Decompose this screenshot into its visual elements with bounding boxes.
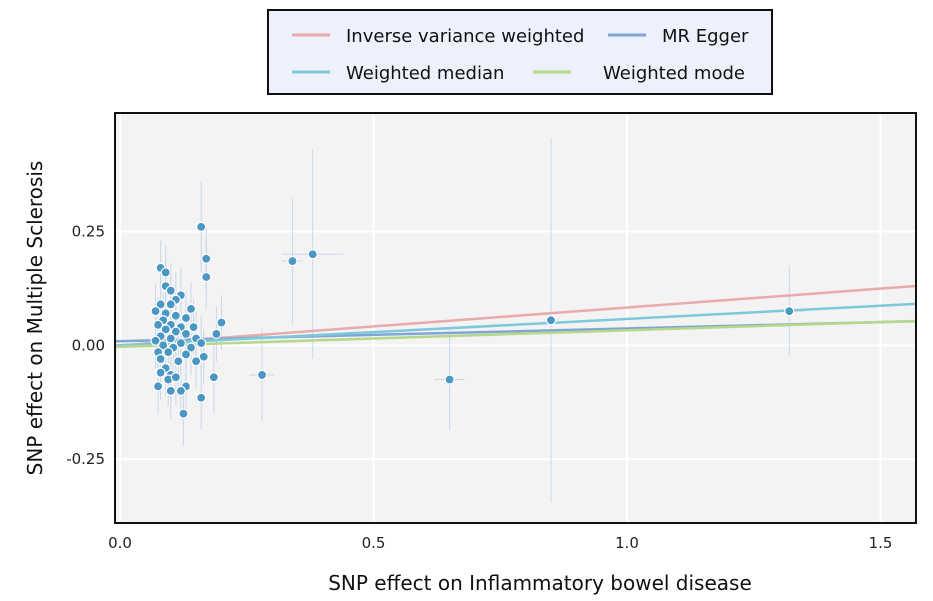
plot-frame	[114, 112, 917, 524]
legend-label-mode: Weighted mode	[603, 63, 745, 84]
data-point	[155, 353, 166, 365]
legend-label-median: Weighted median	[346, 63, 504, 84]
data-point	[155, 367, 166, 378]
data-point	[175, 385, 187, 396]
line-weighted-median	[115, 302, 916, 347]
legend-frame	[267, 9, 773, 95]
plot-area	[115, 113, 916, 523]
data-point	[170, 310, 181, 321]
data-point	[160, 267, 171, 278]
data-point	[201, 253, 212, 264]
data-point	[158, 340, 169, 351]
data-point	[173, 356, 184, 367]
data-point	[211, 328, 222, 340]
data-points	[150, 221, 795, 419]
data-point	[185, 342, 197, 353]
data-point	[165, 299, 176, 310]
data-point	[175, 337, 187, 349]
data-point	[165, 385, 176, 396]
data-point	[160, 324, 171, 335]
data-point	[201, 271, 212, 283]
data-point	[170, 372, 181, 383]
data-point	[165, 285, 176, 296]
y-tick-label: -0.25	[66, 450, 105, 468]
data-point	[152, 381, 164, 392]
legend: Inverse variance weighted MR Egger Weigh…	[267, 9, 773, 95]
y-axis-ticks: 0.25 0.00 -0.25	[66, 222, 105, 468]
data-point	[307, 249, 318, 260]
data-point	[185, 303, 197, 314]
legend-label-egger: MR Egger	[662, 26, 749, 47]
x-tick-label: 1.5	[869, 534, 893, 552]
y-axis-title: SNP effect on Multiple Sclerosis	[23, 161, 47, 476]
data-point	[180, 312, 192, 324]
line-weighted-mode	[115, 319, 916, 349]
data-point	[163, 347, 174, 358]
data-point	[150, 335, 161, 346]
x-axis-ticks: 0.0 0.5 1.0 1.5	[108, 534, 892, 552]
data-point	[180, 349, 192, 360]
x-tick-label: 0.5	[362, 534, 386, 552]
data-point	[165, 333, 176, 344]
data-point	[188, 322, 199, 333]
data-point	[150, 306, 161, 317]
data-point	[155, 299, 166, 310]
data-point	[196, 337, 207, 349]
x-tick-label: 1.0	[615, 534, 639, 552]
data-point	[152, 319, 164, 330]
data-point	[178, 408, 189, 419]
data-point	[170, 326, 181, 337]
line-inverse-variance-weighted	[115, 284, 916, 347]
x-tick-label: 0.0	[108, 534, 132, 552]
y-tick-label: 0.25	[72, 222, 105, 240]
x-axis-title: SNP effect on Inflammatory bowel disease	[328, 571, 752, 595]
data-point	[208, 372, 219, 383]
data-point	[198, 351, 209, 362]
data-point	[545, 315, 557, 326]
data-point	[191, 356, 202, 367]
y-tick-label: 0.00	[72, 336, 105, 354]
data-point	[444, 374, 455, 385]
data-point	[180, 328, 192, 340]
data-point	[256, 369, 268, 381]
legend-label-ivw: Inverse variance weighted	[346, 26, 584, 47]
data-point	[196, 221, 207, 232]
data-point	[216, 317, 227, 328]
data-point	[784, 306, 795, 317]
data-point	[196, 392, 207, 403]
data-point	[287, 255, 298, 267]
regression-lines	[115, 284, 916, 349]
